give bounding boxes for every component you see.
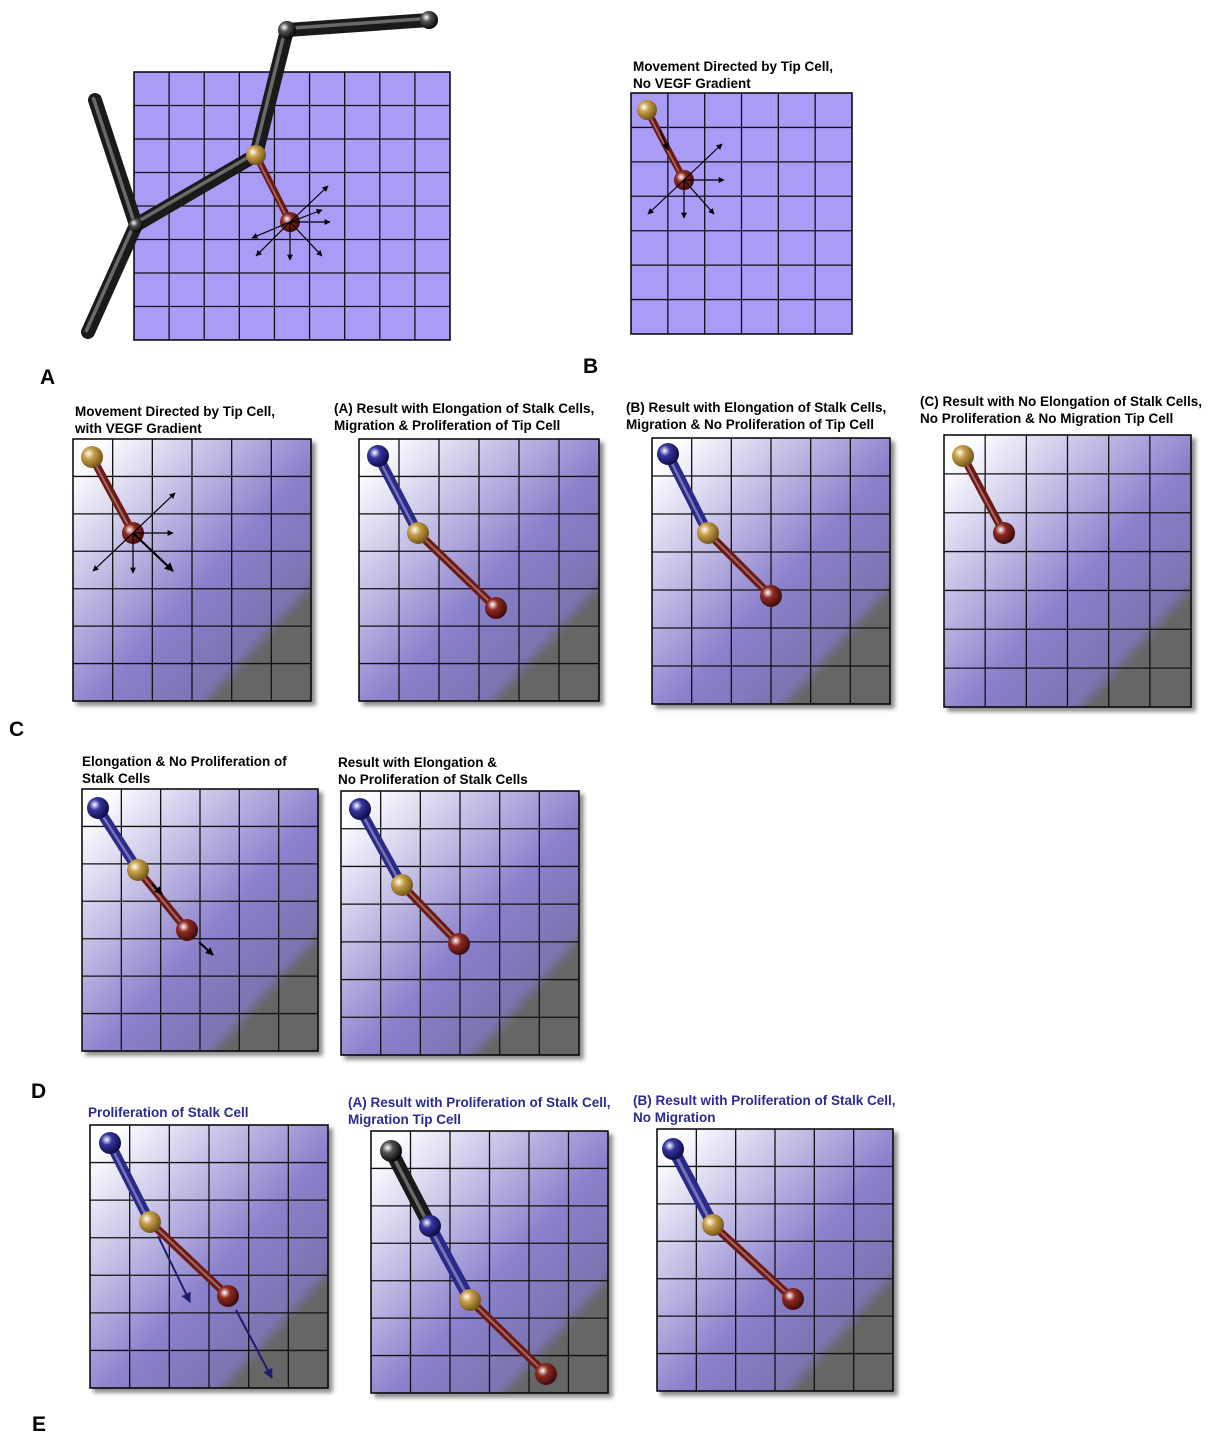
panel-c4-grid (943, 434, 1192, 708)
panel-c1-arrow-2 (92, 532, 134, 572)
panel-e1-grid (89, 1124, 329, 1389)
tip-cell (176, 919, 198, 941)
tip-cell-stalk (414, 529, 500, 612)
vessel-joint (129, 218, 143, 232)
stalk-cell-joint (391, 874, 413, 896)
stalk-cell-end (419, 1215, 441, 1237)
tip-cell-stalk (959, 452, 1008, 537)
vessel-segment (129, 148, 263, 232)
panel-d2-grid (340, 790, 580, 1056)
vessel-segment (88, 93, 143, 232)
tip-cell (535, 1363, 557, 1385)
stalk-cell (105, 1138, 155, 1227)
stalk-cell-joint (459, 1289, 481, 1311)
vessel-joint (380, 1140, 402, 1162)
panel-e3-title: (B) Result with Proliferation of Stalk C… (633, 1093, 896, 1125)
panel-c3-title: (B) Result with Elongation of Stalk Cell… (626, 400, 887, 432)
panel-d2-title: Result with Elongation & No Proliferatio… (338, 755, 528, 787)
tip-cell-stalk (466, 1296, 550, 1378)
vessel-joint (420, 11, 438, 29)
tip-cell (217, 1285, 239, 1307)
panel-c2-grid (358, 438, 600, 702)
vessel-segment (249, 23, 294, 162)
panel-e1-title: Proliferation of Stalk Cell (88, 1105, 249, 1120)
panel-c3-grid (651, 437, 891, 705)
stalk-cell-joint (139, 1211, 161, 1233)
stalk-cell-joint (407, 522, 429, 544)
tip-cell (448, 933, 470, 955)
panel-a-arrow-3 (255, 221, 291, 257)
panel-b-arrow-direction (659, 129, 669, 151)
panel-b-title: Movement Directed by Tip Cell, No VEGF G… (633, 59, 834, 91)
label-e: E (32, 1413, 47, 1436)
stalk-cell (373, 451, 423, 538)
stalk-cell (663, 449, 713, 538)
stalk-cell-joint (81, 446, 103, 468)
panel-a-arrow-0 (289, 185, 329, 223)
panel-e3-grid (656, 1128, 894, 1392)
stalk-cell (355, 804, 407, 890)
stalk-cell (424, 1220, 476, 1306)
panel-e1-arrow-tip (235, 1309, 273, 1379)
tip-cell-stalk (146, 1218, 232, 1300)
panel-c4-title: (C) Result with No Elongation of Stalk C… (920, 394, 1203, 426)
stalk-cell-joint (246, 145, 266, 165)
vessel-segment (384, 1144, 437, 1233)
label-a: A (40, 366, 56, 389)
stalk-cell-joint (127, 859, 149, 881)
panel-d1-arrow-stalk (151, 883, 163, 895)
tip-cell (782, 1288, 804, 1310)
panel-b-arrow-3 (683, 179, 715, 215)
stalk-cell-joint (702, 1214, 724, 1236)
stalk-cell-end (99, 1132, 121, 1154)
panel-a-grid (133, 71, 451, 341)
stalk-cell (93, 803, 143, 875)
stalk-cell-end (349, 798, 371, 820)
label-c: C (9, 718, 25, 741)
panel-d1-arrow-tip (198, 941, 214, 956)
panel-e2-title: (A) Result with Proliferation of Stalk C… (348, 1095, 611, 1127)
panel-e1-arrow-stalk (157, 1235, 191, 1303)
tip-cell (993, 522, 1015, 544)
panel-c2-title: (A) Result with Elongation of Stalk Cell… (334, 401, 595, 433)
panel-d1-grid (81, 788, 319, 1052)
stalk-cell-end (662, 1138, 684, 1160)
stalk-cell-end (367, 445, 389, 467)
panel-c1-title: Movement Directed by Tip Cell, with VEGF… (75, 404, 276, 436)
panel-b-arrow-0 (683, 143, 723, 181)
tip-cell (485, 597, 507, 619)
panel-a-arrow-6 (251, 221, 291, 239)
tip-cell-stalk (709, 1221, 797, 1303)
panel-d1-title: Elongation & No Proliferation of Stalk C… (82, 754, 287, 786)
tip-cell-stalk (398, 881, 463, 948)
vessel-segment (81, 218, 143, 339)
panel-c1-grid (72, 438, 312, 702)
label-d: D (31, 1080, 47, 1103)
stalk-cell (667, 1143, 719, 1231)
tip-cell-stalk (134, 866, 191, 934)
panel-b-arrow-2 (647, 179, 685, 215)
stalk-cell-joint (697, 522, 719, 544)
panel-a-arrow-2 (289, 209, 323, 223)
stalk-cell-joint (637, 100, 657, 120)
vessel-joint (278, 21, 296, 39)
vessel-segment (280, 13, 436, 37)
panel-b-grid (630, 92, 853, 335)
panel-c1-arrow-0 (132, 492, 176, 534)
panel-c1-arrow-4 (132, 532, 174, 572)
stalk-cell-end (657, 443, 679, 465)
stalk-cell-joint (952, 445, 974, 467)
tip-cell (760, 585, 782, 607)
label-b: B (583, 355, 599, 378)
stalk-cell-end (87, 797, 109, 819)
tip-cell-stalk (252, 151, 294, 226)
panel-a-arrow-4 (289, 221, 323, 257)
tip-cell-stalk (88, 453, 137, 537)
tip-cell-stalk (704, 529, 775, 600)
